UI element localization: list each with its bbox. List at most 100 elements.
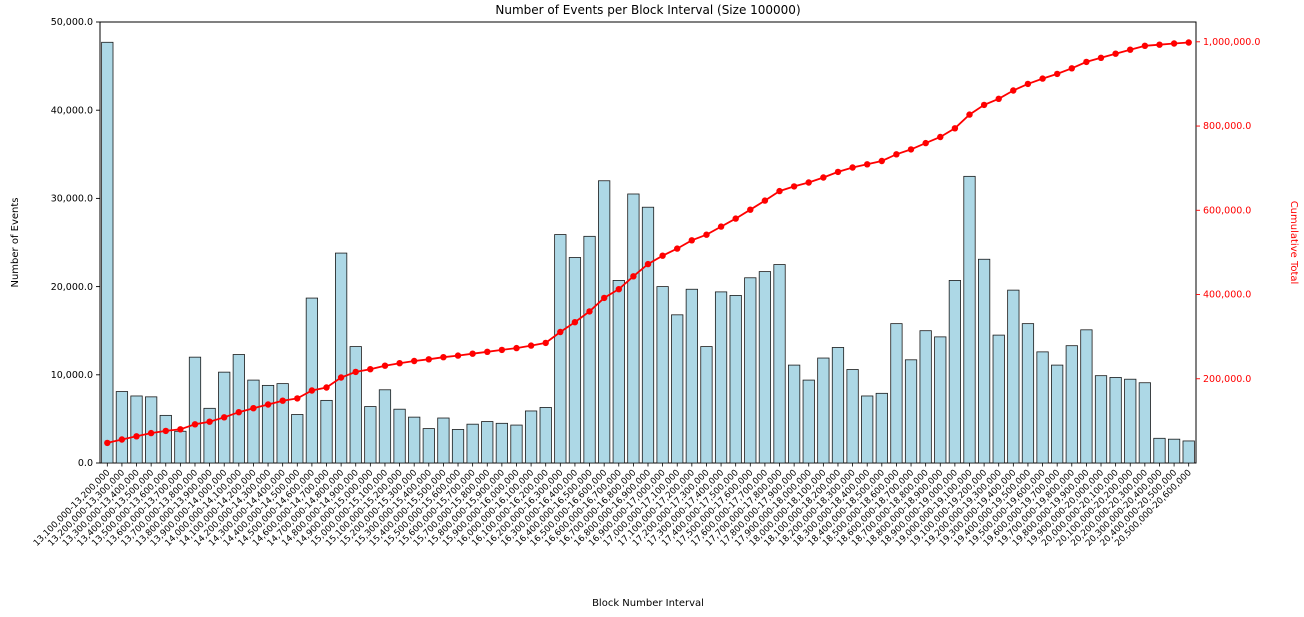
cumulative-marker <box>440 354 447 361</box>
cumulative-marker <box>337 374 345 381</box>
x-axis-label: Block Number Interval <box>592 598 704 609</box>
bar <box>1124 378 1137 464</box>
bar <box>817 357 830 464</box>
cumulative-marker <box>162 427 169 435</box>
bar <box>422 428 435 464</box>
cumulative-marker <box>1010 87 1017 94</box>
bar <box>1080 329 1093 464</box>
cumulative-marker <box>630 273 637 280</box>
cumulative-marker <box>323 384 330 391</box>
cumulative-marker <box>367 366 374 373</box>
bar <box>130 395 143 464</box>
bar <box>583 235 596 464</box>
bar <box>510 424 523 464</box>
bar <box>919 330 932 464</box>
bar <box>875 392 888 464</box>
y-tick-label-left: 0.0 <box>78 458 93 469</box>
bar <box>495 422 508 464</box>
cumulative-marker <box>878 157 885 165</box>
cumulative-marker <box>279 397 286 404</box>
cumulative-marker <box>1185 39 1192 46</box>
cumulative-marker <box>571 319 579 326</box>
cumulative-marker <box>922 139 929 147</box>
bar <box>744 277 757 464</box>
y-tick-label-left: 20,000.0 <box>51 282 93 293</box>
bar <box>934 336 947 464</box>
bar <box>1007 289 1020 464</box>
cumulative-marker <box>1024 80 1032 88</box>
bar <box>466 423 479 464</box>
bar <box>188 356 202 464</box>
bar <box>758 271 772 464</box>
bar <box>1094 375 1108 464</box>
cumulative-marker <box>104 439 111 447</box>
cumulative-marker <box>1127 46 1134 53</box>
bar <box>1109 377 1122 464</box>
cumulative-marker <box>907 146 915 153</box>
bar <box>481 421 494 464</box>
cumulative-marker <box>191 421 199 428</box>
bar <box>159 414 172 464</box>
bar <box>1021 323 1035 464</box>
bar <box>101 41 114 464</box>
bar <box>554 234 567 464</box>
bar <box>1138 382 1151 464</box>
bar <box>729 295 742 464</box>
cumulative-marker <box>1068 65 1076 72</box>
y-tick-label-left: 10,000.0 <box>51 370 93 381</box>
cumulative-marker <box>498 346 506 354</box>
bar <box>641 206 655 464</box>
bar <box>627 193 640 464</box>
cumulative-marker <box>688 237 695 244</box>
cumulative-marker <box>206 418 213 425</box>
cumulative-marker <box>805 179 812 186</box>
cumulative-marker <box>951 125 959 132</box>
cumulative-marker <box>834 168 842 176</box>
bar <box>174 430 187 464</box>
bar <box>904 359 918 464</box>
bar <box>773 264 786 464</box>
bar <box>320 399 333 464</box>
cumulative-marker <box>527 342 535 349</box>
y-axis-label-right: Cumulative Total <box>1288 201 1299 285</box>
bar <box>524 410 538 464</box>
cumulative-marker <box>1054 70 1061 78</box>
cumulative-marker <box>849 164 856 171</box>
bar <box>992 334 1005 464</box>
bar <box>349 346 362 464</box>
bar <box>861 395 874 464</box>
cumulative-marker <box>703 231 710 238</box>
cumulative-marker <box>133 433 140 440</box>
bar <box>247 379 260 464</box>
cumulative-marker <box>235 409 242 416</box>
cumulative-marker <box>615 286 622 293</box>
cumulative-marker <box>995 95 1002 103</box>
bar <box>378 389 392 464</box>
y-tick-label-left: 40,000.0 <box>51 105 93 116</box>
cumulative-marker <box>601 294 608 302</box>
cumulative-marker <box>513 344 520 352</box>
cumulative-marker <box>776 187 783 195</box>
cumulative-marker <box>1039 75 1046 82</box>
bar <box>203 407 216 464</box>
bar <box>978 258 991 464</box>
bar <box>305 297 318 464</box>
cumulative-marker <box>937 133 944 141</box>
y-axis-label-left: Number of Events <box>10 197 21 287</box>
bar <box>948 280 961 464</box>
bar <box>1153 437 1166 464</box>
cumulative-marker <box>659 252 666 259</box>
cumulative-marker <box>1170 40 1178 47</box>
y-tick-label-left: 30,000.0 <box>51 194 93 205</box>
y-tick-label-right: 1,000,000.0 <box>1203 37 1260 48</box>
cumulative-marker <box>1097 54 1105 61</box>
cumulative-marker <box>893 151 900 158</box>
bar <box>261 384 275 464</box>
cumulative-marker <box>542 339 549 347</box>
cumulative-marker <box>732 215 739 222</box>
cumulative-marker <box>469 350 476 357</box>
bar <box>802 379 815 464</box>
cumulative-marker <box>411 357 418 365</box>
y-tick-label-right: 800,000.0 <box>1203 121 1251 132</box>
